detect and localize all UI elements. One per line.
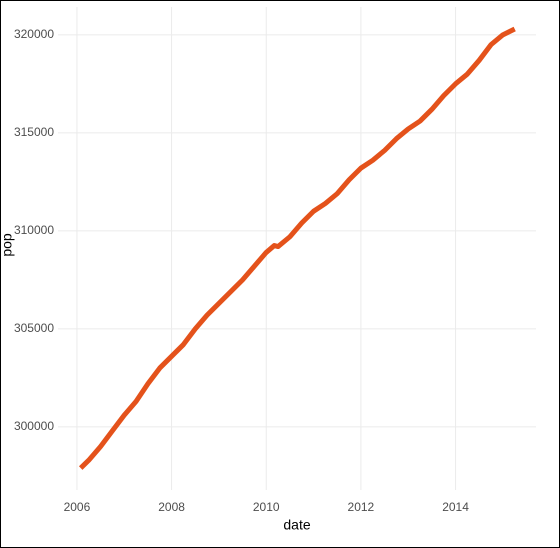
- x-tick-label: 2010: [253, 500, 280, 514]
- y-tick-label: 300000: [14, 419, 54, 433]
- x-tick-label: 2008: [158, 500, 185, 514]
- y-axis-title: pop: [0, 233, 15, 257]
- x-axis-title: date: [283, 517, 310, 533]
- y-tick-label: 315000: [14, 125, 54, 139]
- x-tick-label: 2014: [442, 500, 469, 514]
- y-tick-label: 310000: [14, 223, 54, 237]
- y-tick-label: 305000: [14, 321, 54, 335]
- line: [78, 26, 516, 470]
- x-tick-label: 2006: [64, 500, 91, 514]
- x-tick-label: 2012: [348, 500, 375, 514]
- y-tick-label: 320000: [14, 27, 54, 41]
